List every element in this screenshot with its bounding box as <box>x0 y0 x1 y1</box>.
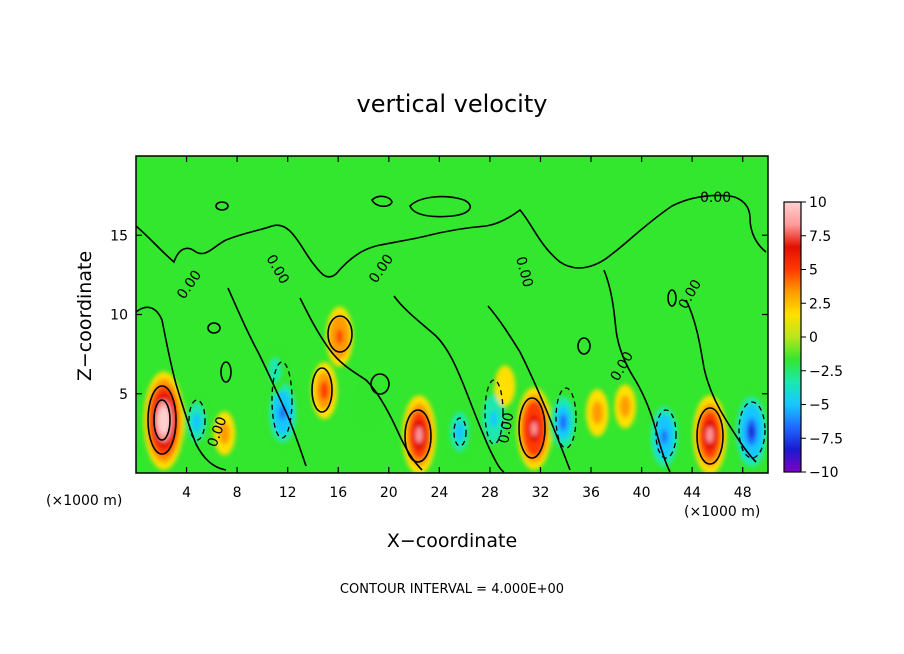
colorbar-ticks: 10 7.5 5 2.5 0 −2.5 −5 −7.5 −10 <box>801 195 843 481</box>
velocity-cell <box>531 421 538 436</box>
zero-contour-mid-3 <box>393 295 505 473</box>
velocity-cell <box>361 395 373 418</box>
neg-contour-34 <box>555 387 577 449</box>
contour-interval-note: CONTOUR INTERVAL = 4.000E+00 <box>340 582 564 597</box>
velocity-cell <box>559 413 567 431</box>
x-unit-label-right: (×1000 m) <box>684 504 760 520</box>
contour-core-22 <box>404 409 432 463</box>
contour-small-40 <box>577 337 591 355</box>
contour-small-6 <box>220 361 232 383</box>
colorbar-scale <box>783 201 802 473</box>
velocity-cell <box>591 400 604 425</box>
zero-contour-top-loop-2 <box>371 195 393 208</box>
velocity-cell <box>160 413 167 428</box>
y-tick-label: 10 <box>110 308 128 324</box>
velocity-cell <box>455 422 464 442</box>
y-axis-ticks: 5 10 15 <box>110 228 768 403</box>
velocity-cells <box>143 306 768 473</box>
contour-label: 0.00 <box>512 255 536 289</box>
contour-core-31 <box>518 397 546 459</box>
negative-contour-lines <box>188 361 766 459</box>
colorbar-tick-label: −10 <box>809 465 839 481</box>
x-tick-label: 40 <box>633 485 651 501</box>
x-tick-label: 44 <box>683 485 701 501</box>
x-tick-label: 48 <box>734 485 752 501</box>
neg-contour-11 <box>271 361 293 439</box>
x-tick-label: 16 <box>329 485 347 501</box>
colorbar-tick-label: 10 <box>809 195 827 211</box>
zero-contour-mid-4 <box>487 305 571 471</box>
contour-small-2 <box>215 201 229 211</box>
contour-left-core-inner <box>153 399 171 441</box>
colorbar-tick-label: 0 <box>809 330 818 346</box>
contour-small-19 <box>370 373 390 395</box>
plot-area: 0.00 0.00 0.00 0.00 0.00 0.00 0.00 0.00 … <box>136 156 768 473</box>
chart-title: vertical velocity <box>357 90 548 118</box>
y-tick-label: 5 <box>119 387 128 403</box>
velocity-cell <box>661 429 668 444</box>
x-unit-label-left: (×1000 m) <box>46 493 122 509</box>
x-tick-label: 12 <box>279 485 297 501</box>
zero-contour-upper <box>136 194 767 278</box>
colorbar: 10 7.5 5 2.5 0 −2.5 −5 −7.5 −10 <box>783 195 843 481</box>
x-tick-label: 32 <box>532 485 550 501</box>
velocity-cell <box>748 424 755 439</box>
x-tick-label: 4 <box>182 485 191 501</box>
neg-contour-42 <box>655 409 677 459</box>
contour-core-45 <box>696 407 724 465</box>
velocity-cell <box>499 375 511 397</box>
zero-contour-mid-1 <box>227 287 307 467</box>
velocity-cell <box>320 381 329 401</box>
y-tick-label: 15 <box>110 228 128 244</box>
contour-lines <box>136 194 767 473</box>
velocity-cell <box>192 412 201 432</box>
neg-contour-25 <box>453 417 467 447</box>
colorbar-tick-label: 2.5 <box>809 296 831 312</box>
colorbar-tick-label: −5 <box>809 398 830 414</box>
colorbar-tick-label: −7.5 <box>809 431 843 447</box>
contour-small-8 <box>207 322 221 334</box>
velocity-cell <box>415 427 423 443</box>
velocity-cell <box>269 358 281 382</box>
y-axis-label: Z−coordinate <box>74 251 96 381</box>
zero-contour-mid-2 <box>299 297 423 471</box>
colorbar-tick-label: 7.5 <box>809 229 831 245</box>
neg-contour-28 <box>484 379 504 445</box>
velocity-cell <box>619 395 631 418</box>
x-tick-label: 24 <box>430 485 448 501</box>
velocity-cell <box>219 422 230 445</box>
x-axis-ticks: 4 8 12 16 20 24 28 32 36 40 44 48 <box>182 156 752 501</box>
x-tick-label: 8 <box>233 485 242 501</box>
x-axis-label: X−coordinate <box>387 530 517 552</box>
x-tick-label: 20 <box>380 485 398 501</box>
contour-label: 0.00 <box>700 190 731 206</box>
contour-label: 0.00 <box>496 411 517 444</box>
x-tick-label: 28 <box>481 485 499 501</box>
contour-core-15 <box>311 367 333 413</box>
zero-contour-right-1 <box>603 269 671 473</box>
contour-left-core <box>147 385 177 455</box>
zero-contour-left-lower <box>136 306 227 471</box>
velocity-cell <box>706 427 714 443</box>
neg-contour-48 <box>738 401 766 459</box>
colorbar-tick-label: −2.5 <box>809 364 843 380</box>
velocity-cell <box>490 411 498 428</box>
zero-contour-top-loop <box>409 195 472 218</box>
colorbar-tick-label: 5 <box>809 263 818 279</box>
neg-contour-4 <box>188 399 206 441</box>
velocity-cell <box>336 329 343 345</box>
contour-core-16 <box>327 315 353 353</box>
contour-small-43 <box>667 289 677 307</box>
x-tick-label: 36 <box>582 485 600 501</box>
